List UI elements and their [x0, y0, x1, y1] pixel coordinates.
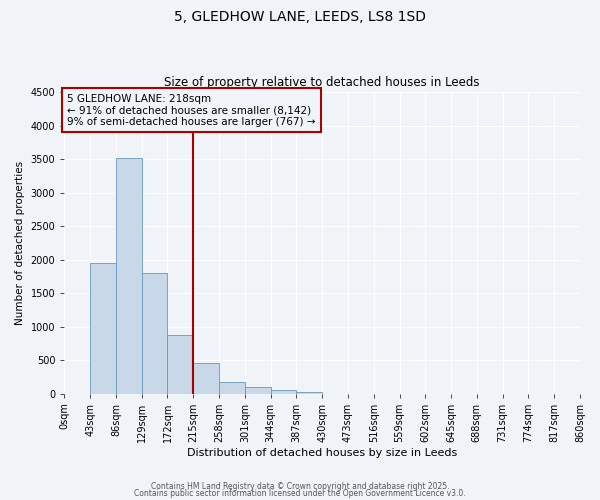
Bar: [271, 390, 296, 394]
Y-axis label: Number of detached properties: Number of detached properties: [15, 160, 25, 325]
Bar: [167, 336, 193, 394]
Text: Contains HM Land Registry data © Crown copyright and database right 2025.: Contains HM Land Registry data © Crown c…: [151, 482, 449, 491]
Bar: [193, 362, 219, 394]
Bar: [142, 273, 167, 394]
Title: Size of property relative to detached houses in Leeds: Size of property relative to detached ho…: [164, 76, 480, 90]
Bar: [116, 158, 142, 394]
Bar: [90, 263, 116, 394]
Bar: [219, 382, 245, 394]
Bar: [296, 392, 322, 394]
Text: Contains public sector information licensed under the Open Government Licence v3: Contains public sector information licen…: [134, 490, 466, 498]
Text: 5 GLEDHOW LANE: 218sqm
← 91% of detached houses are smaller (8,142)
9% of semi-d: 5 GLEDHOW LANE: 218sqm ← 91% of detached…: [67, 94, 316, 127]
Text: 5, GLEDHOW LANE, LEEDS, LS8 1SD: 5, GLEDHOW LANE, LEEDS, LS8 1SD: [174, 10, 426, 24]
X-axis label: Distribution of detached houses by size in Leeds: Distribution of detached houses by size …: [187, 448, 457, 458]
Bar: [245, 387, 271, 394]
